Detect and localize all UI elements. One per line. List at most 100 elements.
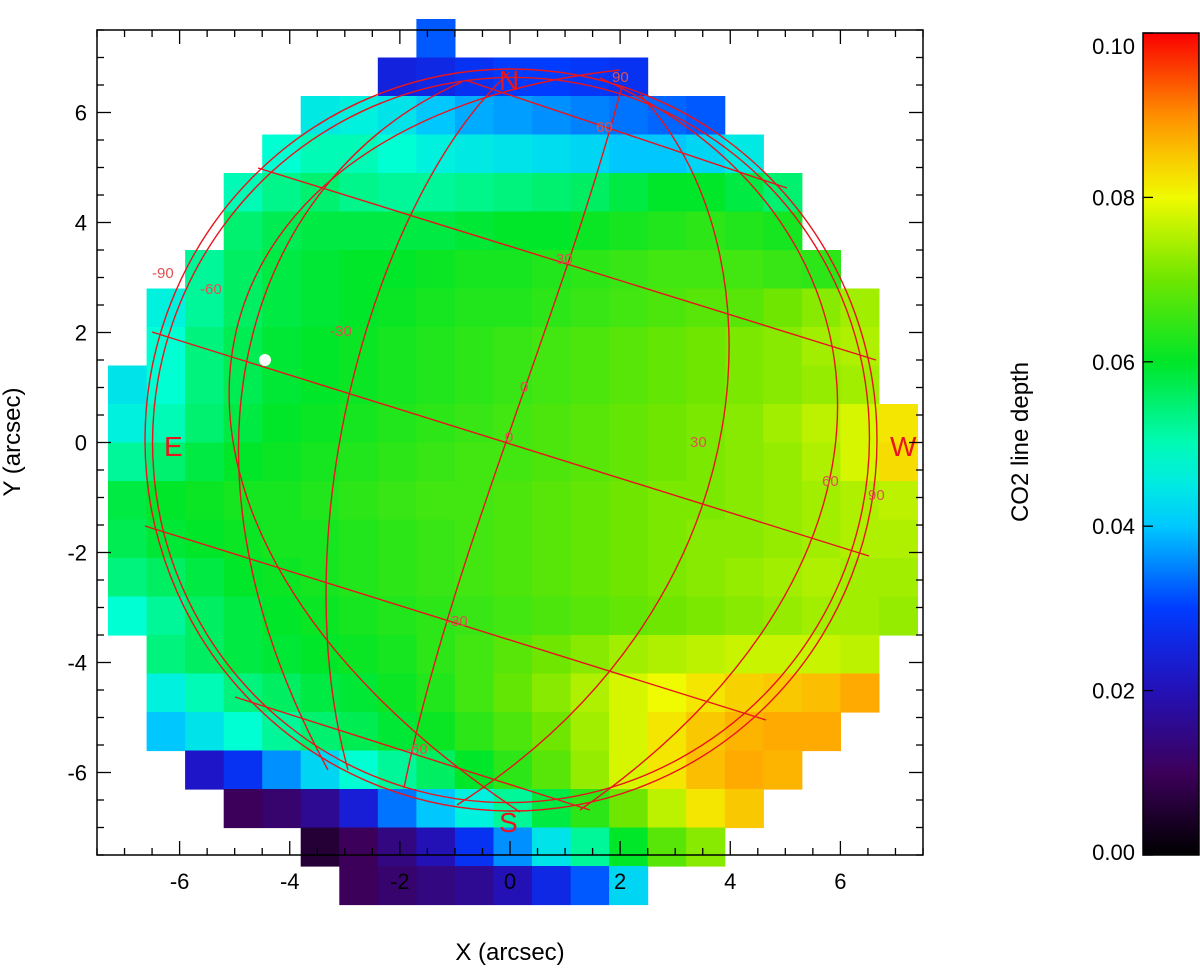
heatmap-cell [801, 404, 841, 444]
heatmap-cell [300, 673, 340, 713]
meridian-minus30 [325, 71, 511, 771]
grid-coordinate-label: 60 [822, 473, 839, 490]
heatmap-cell [647, 519, 687, 559]
heatmap-cell [493, 789, 533, 829]
heatmap-cell [609, 134, 649, 174]
heatmap-cell [724, 558, 764, 598]
heatmap-cell [686, 134, 726, 174]
heatmap-cell [454, 288, 494, 328]
colorbar-axis: 0.00 0.02 0.04 0.06 0.08 0.10 [1092, 32, 1153, 865]
heatmap-cell [377, 173, 417, 213]
heatmap-cell [185, 365, 225, 405]
heatmap-cell [377, 519, 417, 559]
latitude-minus60 [234, 696, 591, 811]
heatmap-cell [108, 596, 148, 636]
heatmap-cell [763, 596, 803, 636]
heatmap-cell [647, 134, 687, 174]
heatmap-cell [609, 789, 649, 829]
heatmap-cell [377, 596, 417, 636]
heatmap-cell [185, 250, 225, 290]
heatmap-cell [647, 789, 687, 829]
heatmap-cell [686, 211, 726, 251]
heatmap-cell [686, 712, 726, 752]
heatmap-cell [570, 365, 610, 405]
heatmap-cell [339, 827, 379, 867]
grid-coordinate-label: 60 [596, 119, 613, 136]
heatmap-cell [416, 173, 456, 213]
heatmap-cell [493, 750, 533, 790]
y-tick-label: 0 [75, 431, 87, 456]
heatmap-cell [339, 519, 379, 559]
heatmap-cell [609, 519, 649, 559]
heatmap-cell [377, 134, 417, 174]
heatmap-cell [262, 789, 302, 829]
compass-north: N [499, 65, 519, 96]
heatmap-cell [532, 404, 572, 444]
heatmap-cell [609, 173, 649, 213]
heatmap-cell [416, 866, 456, 906]
heatmap-cell [609, 211, 649, 251]
latitude-60 [464, 79, 788, 189]
heatmap-cell [686, 558, 726, 598]
heatmap-cell [570, 250, 610, 290]
heatmap-cell [377, 404, 417, 444]
heatmap-cell [108, 558, 148, 598]
heatmap-cell [763, 327, 803, 367]
heatmap-cell [724, 327, 764, 367]
meridian-60 [579, 77, 839, 811]
heatmap-cell [454, 173, 494, 213]
y-tick-label: 2 [75, 321, 87, 346]
heatmap-cell [185, 558, 225, 598]
heatmap-cell [801, 519, 841, 559]
heatmap-cell [647, 288, 687, 328]
heatmap-cell [339, 789, 379, 829]
heatmap-cell [300, 404, 340, 444]
heatmap-cell [686, 365, 726, 405]
heatmap-cell [493, 173, 533, 213]
heatmap-cell [185, 481, 225, 521]
colorbar [1142, 32, 1200, 856]
heatmap-cell [300, 211, 340, 251]
heatmap-cell [840, 673, 880, 713]
heatmap-cell [223, 250, 263, 290]
heatmap-cell [223, 173, 263, 213]
heatmap-cell [686, 596, 726, 636]
heatmap-cell [647, 173, 687, 213]
heatmap-cell [416, 211, 456, 251]
heatmap-cell [146, 596, 186, 636]
heatmap-cell [878, 596, 918, 636]
heatmap-cell [532, 442, 572, 482]
heatmap-cell [300, 481, 340, 521]
heatmap-cell [532, 558, 572, 598]
colorbar-label: CO2 line depth [1007, 362, 1034, 522]
heatmap-cell [223, 327, 263, 367]
heatmap-cell [532, 866, 572, 906]
meridian-minus60 [237, 81, 463, 771]
y-tick-label: 6 [75, 101, 87, 126]
heatmap-cell [532, 96, 572, 136]
x-tick-label: 6 [834, 869, 846, 894]
heatmap-cell [377, 288, 417, 328]
meridian-30 [456, 94, 730, 806]
heatmap-cell [300, 635, 340, 675]
heatmap-cell [493, 327, 533, 367]
heatmap-cell [223, 596, 263, 636]
heatmap-cell [570, 596, 610, 636]
y-tick-label: -2 [67, 541, 87, 566]
heatmap-cell [724, 481, 764, 521]
heatmap-cell [493, 519, 533, 559]
meridian-minus90 [228, 69, 621, 813]
heatmap-cell [454, 327, 494, 367]
heatmap-cell [724, 442, 764, 482]
heatmap-cell [377, 481, 417, 521]
heatmap-cell [493, 558, 533, 598]
heatmap-cell [185, 750, 225, 790]
heatmap-cell [647, 211, 687, 251]
heatmap-cell [647, 481, 687, 521]
heatmap-cell [108, 519, 148, 559]
heatmap-cell [647, 365, 687, 405]
latitude-30 [257, 167, 877, 361]
heatmap-cell [763, 288, 803, 328]
heatmap-cell [339, 673, 379, 713]
heatmap-cell [840, 327, 880, 367]
